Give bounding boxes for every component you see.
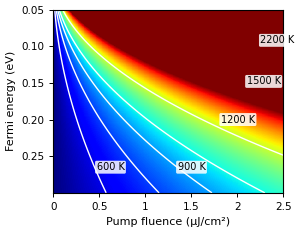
Text: 1200 K: 1200 K — [221, 115, 255, 125]
Text: 600 K: 600 K — [97, 162, 124, 172]
Text: 2200 K: 2200 K — [260, 35, 295, 45]
X-axis label: Pump fluence (μJ/cm²): Pump fluence (μJ/cm²) — [106, 217, 230, 227]
Text: 1500 K: 1500 K — [247, 76, 281, 86]
Text: 900 K: 900 K — [178, 162, 206, 172]
Y-axis label: Fermi energy (eV): Fermi energy (eV) — [6, 51, 16, 151]
